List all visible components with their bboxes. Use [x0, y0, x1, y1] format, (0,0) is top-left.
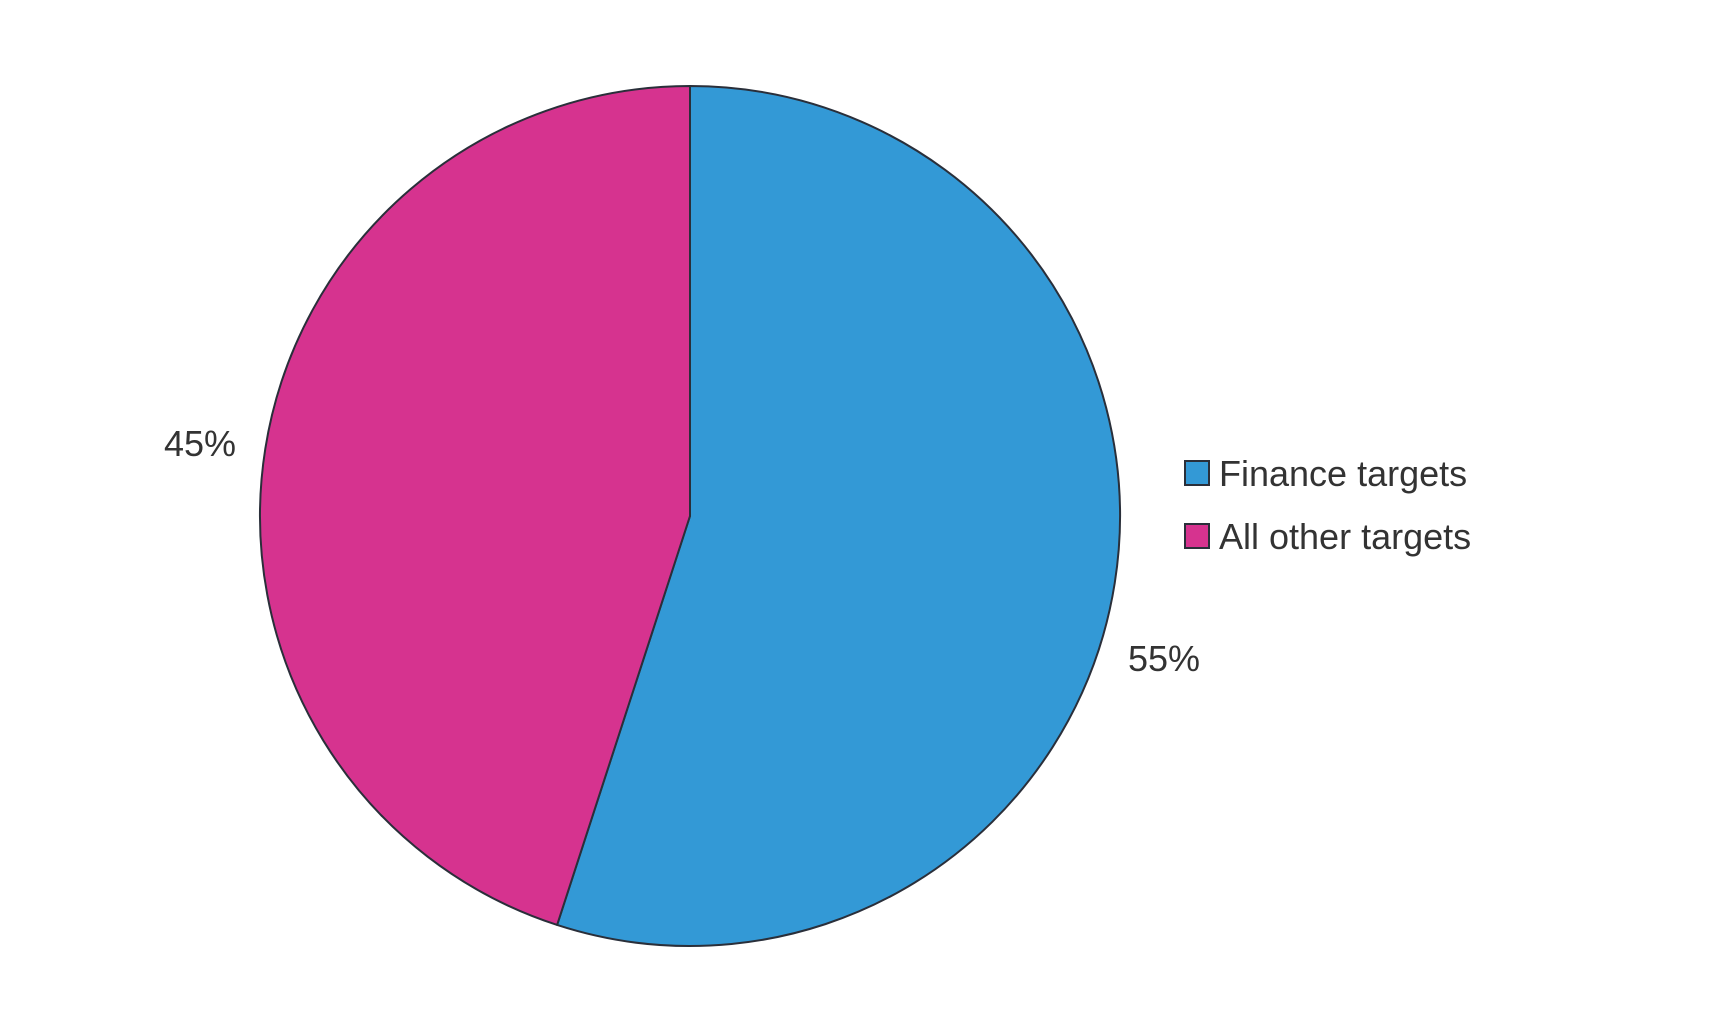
pie-slices — [259, 85, 1121, 947]
legend-entry-finance-targets: Finance targets — [1184, 453, 1467, 494]
slice-label-all-other-targets: 45% — [164, 423, 236, 464]
legend: Finance targets All other targets — [1184, 453, 1471, 557]
legend-swatch — [1184, 523, 1210, 549]
slice-label-finance-targets: 55% — [1128, 638, 1200, 679]
pie-slice-finance-targets — [556, 85, 1121, 947]
legend-label: All other targets — [1219, 516, 1471, 557]
slice-labels: 55% 45% — [164, 423, 1200, 679]
legend-swatch — [1184, 460, 1210, 486]
legend-label: Finance targets — [1219, 453, 1467, 494]
legend-entry-all-other-targets: All other targets — [1184, 516, 1471, 557]
pie-slice-all-other-targets — [259, 85, 691, 926]
